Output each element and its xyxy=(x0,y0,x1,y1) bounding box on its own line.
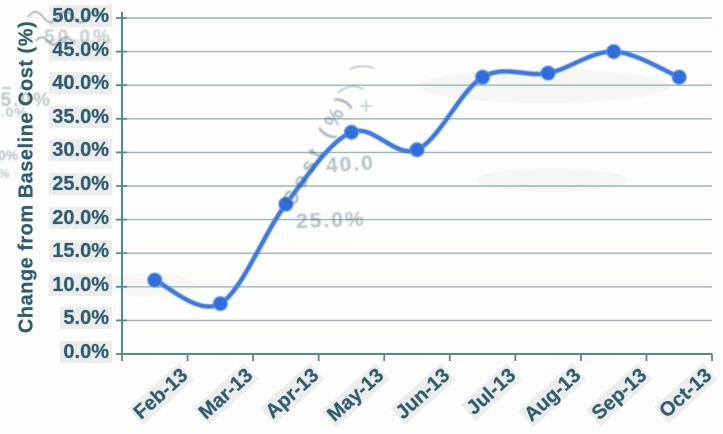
axes xyxy=(116,12,713,361)
y-tick-label: 0.0% xyxy=(60,341,112,363)
ghost-wave-over-50 xyxy=(27,10,104,24)
y-axis-title: Change from Baseline Cost (%) xyxy=(15,20,38,334)
data-point-marker xyxy=(147,272,163,288)
ghost-squiggles xyxy=(2,10,375,112)
ghost-wave-over-45 xyxy=(35,36,73,46)
y-tick-label: 20.0% xyxy=(49,206,112,229)
y-tick-label: 30.0% xyxy=(49,139,112,162)
data-point-marker xyxy=(343,124,359,140)
y-tick-label: 40.0% xyxy=(49,72,112,95)
y-tick-label: 45.0% xyxy=(49,38,112,61)
scan-smudges xyxy=(105,69,670,297)
data-point-marker xyxy=(606,44,622,60)
gridlines xyxy=(122,17,712,322)
ghost-plus xyxy=(360,100,372,112)
line-series xyxy=(147,44,687,312)
data-point-marker xyxy=(540,65,556,81)
y-tick-label: 5.0% xyxy=(60,307,112,330)
data-point-marker xyxy=(212,296,228,312)
y-tick-label: 25.0% xyxy=(49,173,112,195)
y-tick-label: 15.0% xyxy=(49,240,112,263)
data-point-marker xyxy=(671,69,687,85)
ghost-dash-top xyxy=(349,65,375,70)
series-line xyxy=(152,49,682,309)
y-tick-label: 35.0% xyxy=(49,105,112,128)
data-point-marker xyxy=(475,69,491,85)
y-tick-label: 10.0% xyxy=(49,273,112,296)
y-tick-label: 50.0% xyxy=(49,5,112,27)
ghost-arc xyxy=(337,85,364,94)
data-point-marker xyxy=(409,142,425,158)
data-point-marker xyxy=(278,196,294,212)
